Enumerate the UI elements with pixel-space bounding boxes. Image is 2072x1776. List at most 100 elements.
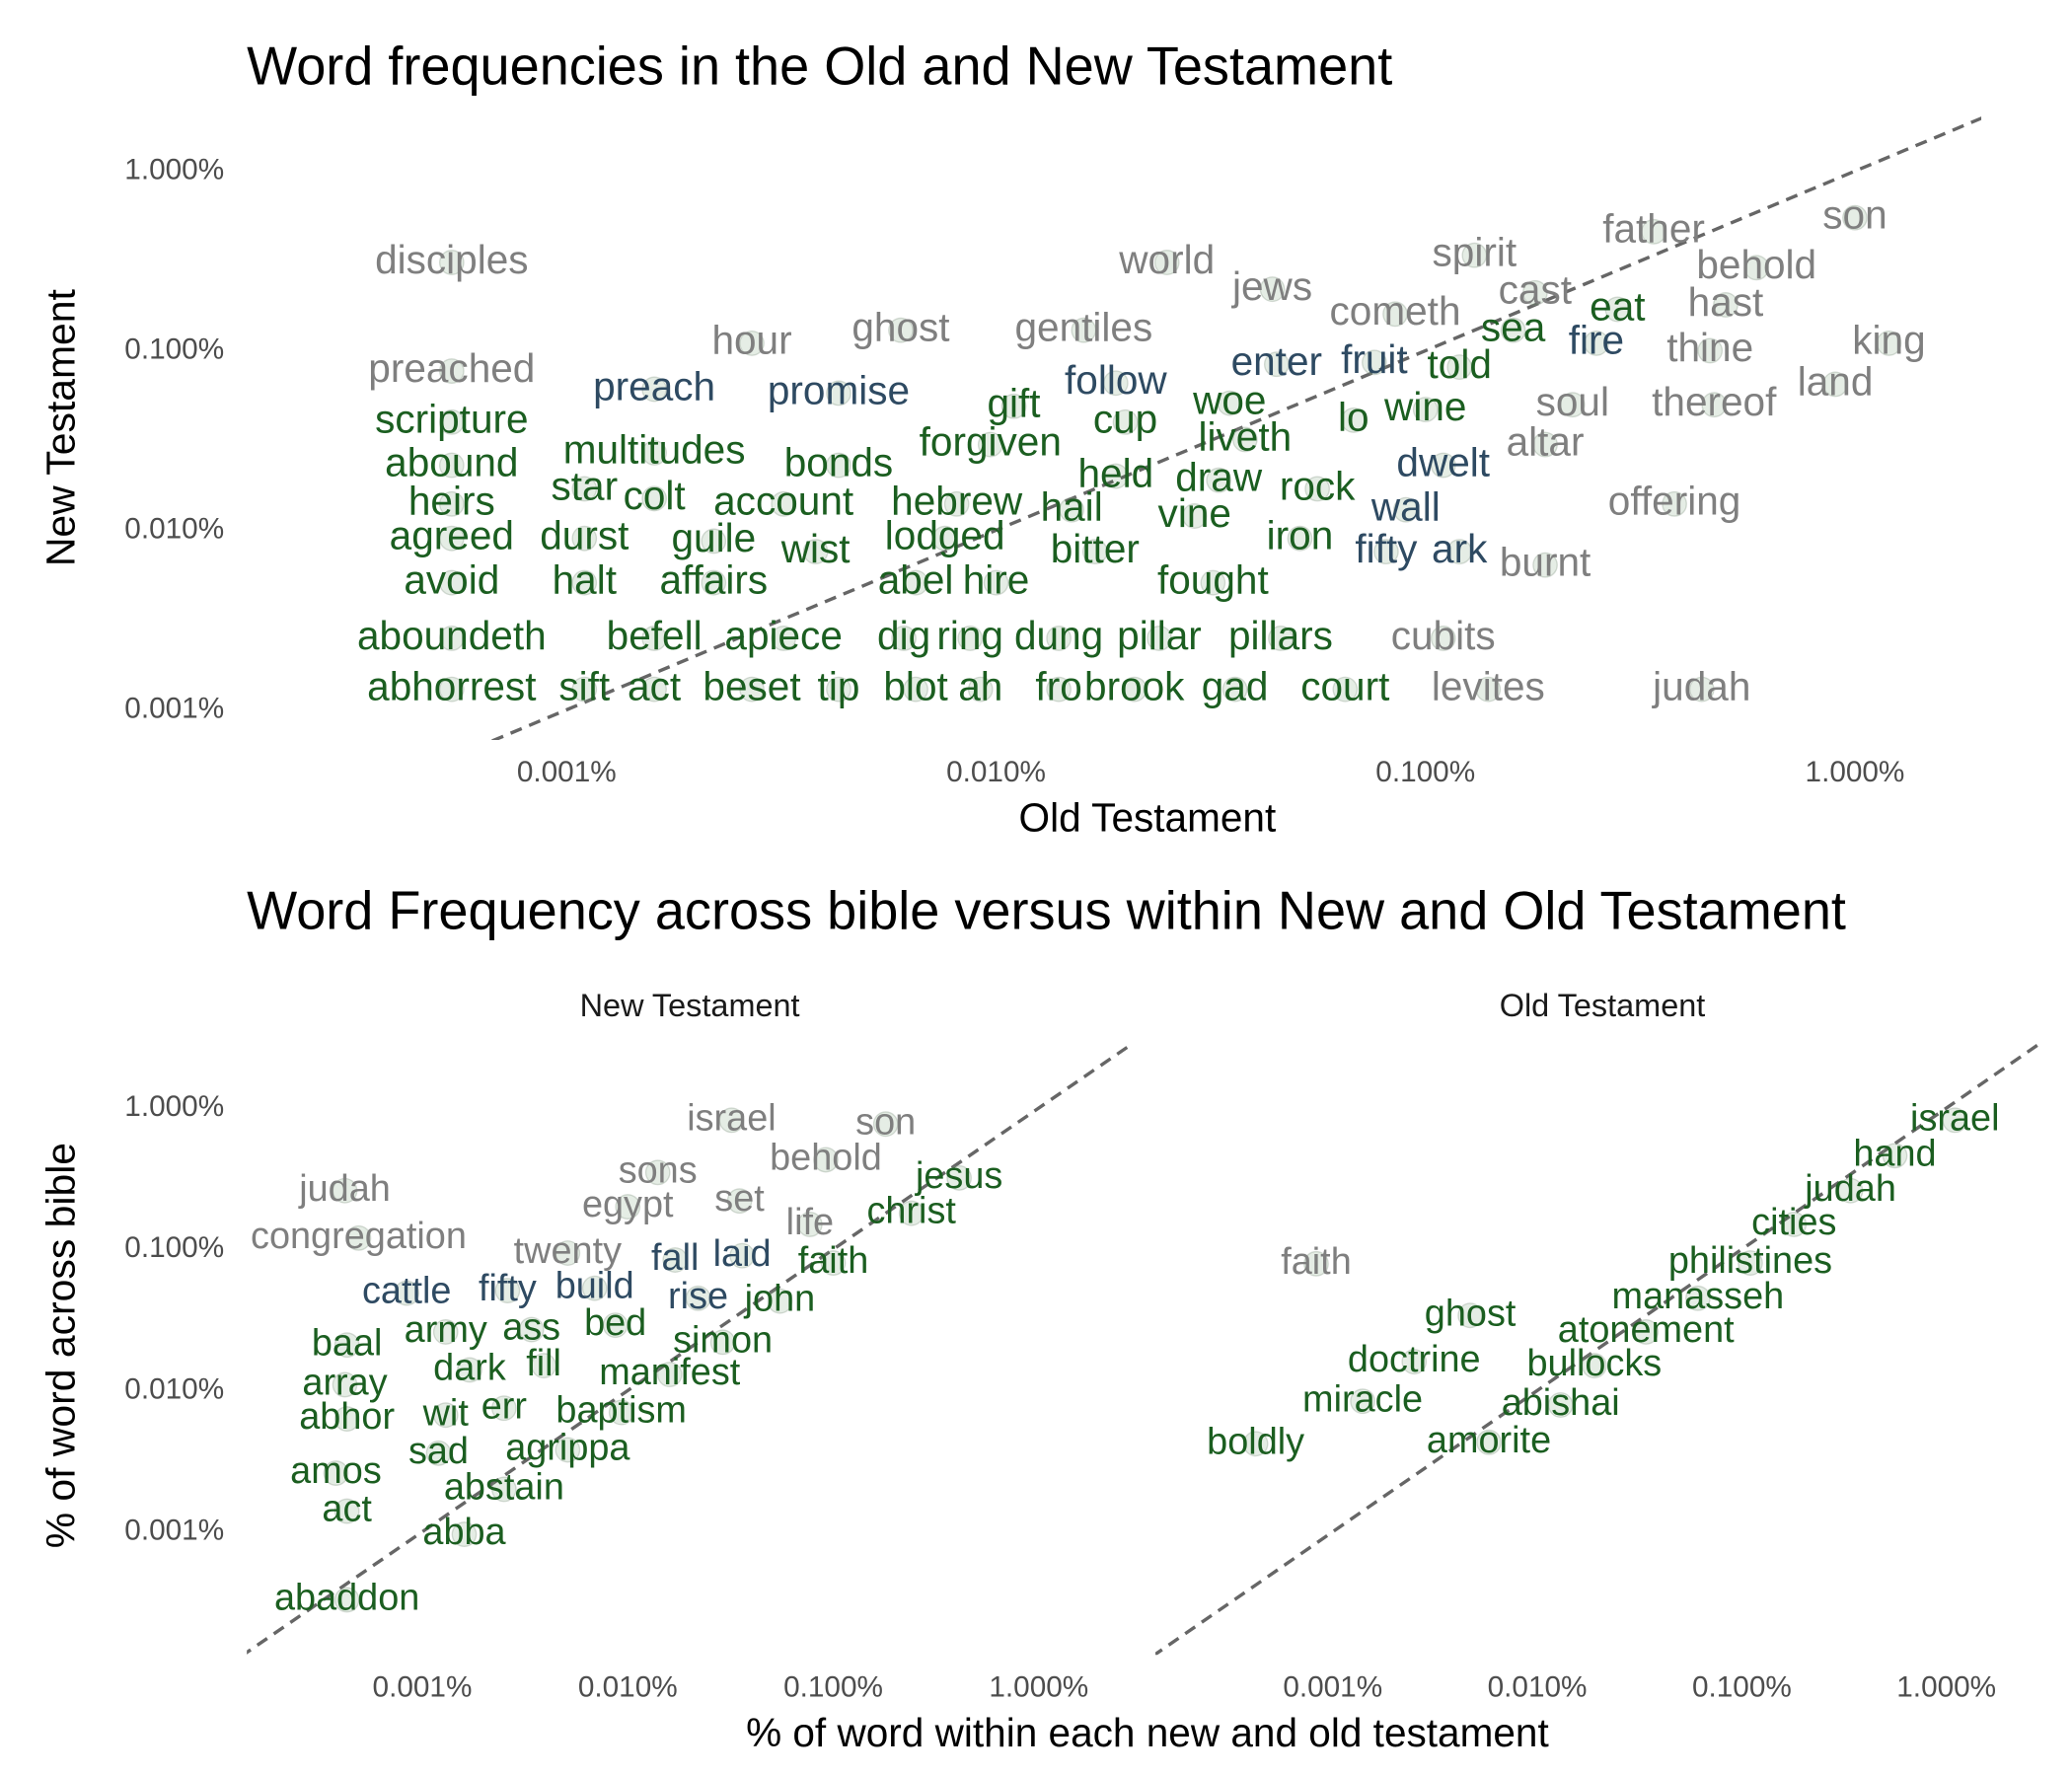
point (571, 676, 598, 703)
word-label: gentiles (1014, 304, 1152, 349)
point (1475, 676, 1502, 703)
word-label: judah (1804, 1168, 1896, 1210)
word-label: dark (433, 1347, 507, 1388)
point (332, 1371, 358, 1398)
word-label: judah (1652, 663, 1750, 708)
point (1081, 539, 1108, 565)
point (943, 490, 970, 517)
point (1206, 467, 1232, 493)
word-label: amorite (1427, 1420, 1551, 1461)
word-label: preach (593, 363, 715, 408)
point (1942, 1107, 1968, 1134)
word-label: hail (1041, 483, 1103, 529)
point (1147, 626, 1172, 651)
word-label: fall (651, 1237, 699, 1279)
point (602, 1312, 629, 1339)
point (1430, 452, 1456, 479)
word-label: abound (385, 439, 518, 484)
point (1102, 370, 1129, 397)
point (957, 626, 984, 651)
word-label: agrippa (505, 1427, 630, 1468)
point (1446, 354, 1473, 381)
word-label: cubits (1391, 613, 1496, 658)
point (946, 1164, 972, 1191)
word-label: durst (540, 512, 629, 557)
panel-title: New Testament (580, 987, 800, 1023)
point (438, 626, 465, 651)
word-label: rise (668, 1276, 728, 1317)
word-label: told (1428, 341, 1492, 387)
word-label: brook (1084, 663, 1185, 708)
word-label: offering (1608, 478, 1741, 523)
word-label: eat (1590, 283, 1646, 329)
word-label: christ (866, 1191, 956, 1232)
word-label: sad (408, 1431, 469, 1472)
point (608, 1399, 634, 1426)
word-label: blot (883, 663, 948, 708)
point (1373, 539, 1399, 565)
reference-line (1155, 1039, 2043, 1656)
reference-line (247, 1043, 1131, 1655)
word-label: cup (1093, 397, 1157, 442)
word-label: guile (671, 515, 756, 560)
word-label: cometh (1330, 288, 1461, 333)
x-tick-label: 0.010% (946, 756, 1046, 788)
point (872, 1111, 899, 1138)
word-label: affairs (659, 556, 768, 602)
x-tick-label: 0.100% (1375, 756, 1475, 788)
point (571, 476, 598, 502)
word-label: pillar (1117, 613, 1202, 658)
word-label: ass (502, 1307, 560, 1349)
y-tick-label: 0.100% (124, 333, 224, 365)
point (739, 330, 765, 356)
point (1430, 626, 1456, 651)
point (903, 569, 928, 596)
point (1743, 255, 1770, 281)
word-label: disciples (375, 237, 528, 282)
word-label: levites (1432, 663, 1545, 708)
word-label: set (714, 1178, 765, 1220)
point (1112, 408, 1139, 435)
y-tick-label: 0.010% (124, 512, 224, 545)
point (332, 1177, 358, 1204)
point (1071, 317, 1097, 343)
point (888, 317, 914, 343)
word-label: faith (798, 1240, 869, 1282)
point (1232, 426, 1258, 453)
point (1738, 1250, 1763, 1277)
point (531, 1353, 556, 1379)
y-tick-label: 0.001% (124, 692, 224, 724)
word-label: manasseh (1612, 1276, 1785, 1317)
point (1713, 292, 1739, 318)
word-label: wist (780, 526, 851, 571)
point (891, 626, 917, 651)
word-label: egypt (582, 1184, 674, 1225)
point (457, 1357, 482, 1383)
word-label: amos (290, 1450, 382, 1492)
point (967, 676, 994, 703)
word-label: altar (1507, 418, 1585, 464)
point (451, 1521, 478, 1547)
reference-line (489, 116, 1982, 740)
point (438, 525, 465, 552)
point (1268, 626, 1294, 651)
word-label: heirs (408, 478, 495, 523)
point (571, 525, 598, 552)
word-label: star (551, 463, 618, 508)
point (802, 539, 829, 565)
word-label: ah (958, 663, 1002, 708)
x-axis-title: % of word within each new and old testam… (746, 1710, 1549, 1755)
word-label: hebrew (891, 478, 1023, 523)
point (1059, 496, 1084, 523)
y-axis-title: % of word across bible (38, 1143, 84, 1548)
point (826, 676, 851, 703)
point (333, 1587, 360, 1613)
point (1304, 476, 1330, 502)
word-label: held (1078, 450, 1154, 495)
point (1263, 351, 1290, 378)
word-label: scripture (375, 397, 528, 442)
word-label: land (1798, 358, 1874, 404)
word-label: sift (558, 663, 610, 708)
word-label: dig (877, 613, 930, 658)
word-label: build (555, 1266, 634, 1307)
